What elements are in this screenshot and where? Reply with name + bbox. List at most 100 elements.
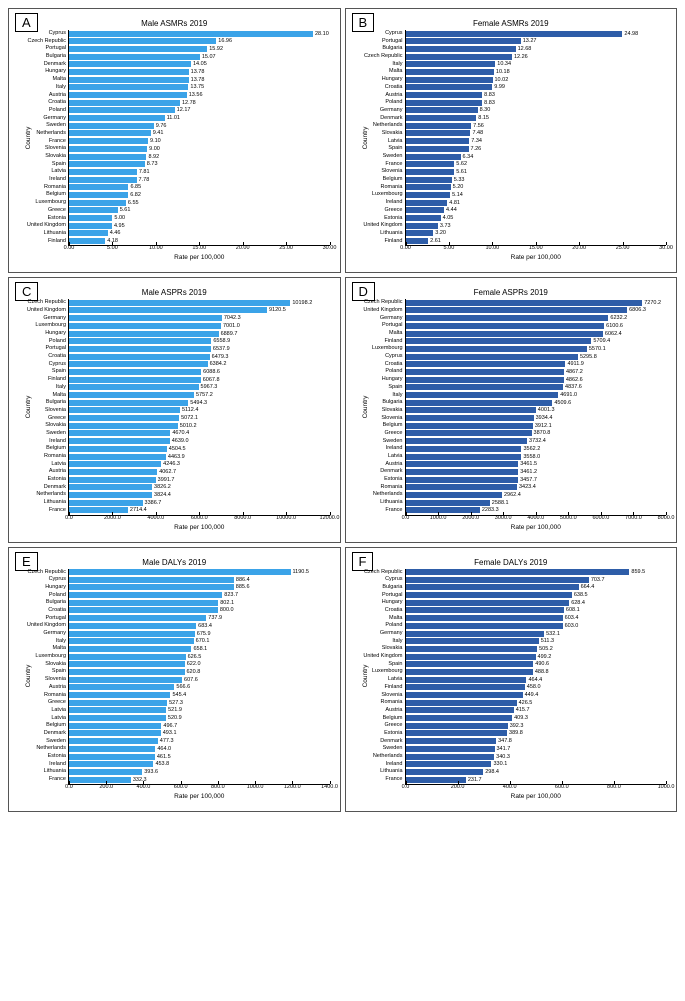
y-tick-label: Cyprus: [14, 576, 66, 583]
bar-row: Spain7.26: [406, 145, 667, 152]
bar: [69, 615, 206, 621]
x-axis-label: Rate per 100,000: [511, 793, 561, 800]
bar: [69, 346, 211, 352]
bar-value-label: 608.1: [566, 607, 580, 613]
bar-value-label: 3386.7: [145, 500, 162, 506]
y-tick-label: Czech Republic: [351, 53, 403, 60]
bar-row: Sweden477.3: [69, 738, 330, 745]
bar-value-label: 6889.7: [221, 331, 238, 337]
y-tick-label: Netherlands: [351, 753, 403, 760]
y-tick-label: Czech Republic: [14, 38, 66, 45]
bar-value-label: 4.44: [446, 207, 457, 213]
bar-row: Belgium5.33: [406, 176, 667, 183]
bar: [69, 61, 191, 67]
bar: [406, 715, 513, 721]
bar-value-label: 6062.4: [605, 331, 622, 337]
y-tick-label: Estonia: [351, 476, 403, 483]
bar-row: Malta603.4: [406, 615, 667, 622]
bar: [69, 100, 180, 106]
bar-value-label: 8.92: [148, 154, 159, 160]
bar: [406, 677, 527, 683]
y-tick-label: Hungary: [14, 584, 66, 591]
bar-value-label: 886.4: [236, 577, 250, 583]
bar-row: France5.62: [406, 161, 667, 168]
bar-row: France9.10: [69, 138, 330, 145]
bar-row: Malta10.18: [406, 68, 667, 75]
y-tick-label: United Kingdom: [14, 307, 66, 314]
bar: [69, 161, 145, 167]
bar-row: Luxembourg626.5: [69, 653, 330, 660]
y-tick-label: Malta: [351, 330, 403, 337]
x-tick-label: 25.00: [279, 245, 293, 251]
bar-value-label: 6537.9: [213, 346, 230, 352]
x-tick-label: 6000.0: [191, 515, 208, 521]
x-axis: 0.01000.02000.03000.04000.05000.06000.07…: [406, 515, 667, 535]
bar: [406, 746, 495, 752]
bar-row: Greece5.61: [69, 207, 330, 214]
y-tick-label: Romania: [351, 699, 403, 706]
bar-value-label: 9.41: [153, 130, 164, 136]
x-tick-label: 800.0: [607, 784, 621, 790]
bar-row: Italy5967.3: [69, 384, 330, 391]
bar-value-label: 603.0: [565, 623, 579, 629]
bar-row: Spain6088.6: [69, 368, 330, 375]
bar-row: Denmark8.15: [406, 115, 667, 122]
bar: [406, 331, 603, 337]
bar: [69, 54, 200, 60]
bar-value-label: 15.07: [202, 54, 216, 60]
bar-row: Poland12.17: [69, 107, 330, 114]
y-tick-label: Luxembourg: [14, 322, 66, 329]
bar-row: Poland6558.9: [69, 338, 330, 345]
bar-row: Germany11.01: [69, 115, 330, 122]
bar-value-label: 6558.9: [213, 338, 230, 344]
x-tick-label: 0.0: [402, 784, 410, 790]
y-tick-label: Portugal: [14, 345, 66, 352]
bar: [69, 300, 290, 306]
y-tick-label: Sweden: [14, 738, 66, 745]
y-tick-label: Lithuania: [351, 230, 403, 237]
bar: [406, 223, 438, 229]
x-tick-label: 20.00: [236, 245, 250, 251]
bar-row: Slovenia3934.4: [406, 415, 667, 422]
bar-value-label: 7.48: [472, 130, 483, 136]
bar-value-label: 298.4: [485, 769, 499, 775]
bar: [69, 107, 175, 113]
bar-row: Hungary10.02: [406, 76, 667, 83]
y-tick-label: Bulgaria: [351, 584, 403, 591]
y-tick-label: Finland: [351, 338, 403, 345]
bar-value-label: 8.30: [480, 107, 491, 113]
bar-row: Luxembourg488.8: [406, 668, 667, 675]
bar-value-label: 13.78: [191, 77, 205, 83]
y-tick-label: Luxembourg: [351, 668, 403, 675]
bar-row: Romania426.5: [406, 699, 667, 706]
x-tick-label: 0.0: [65, 784, 73, 790]
y-tick-label: Croatia: [351, 607, 403, 614]
bar-row: Belgium496.7: [69, 722, 330, 729]
bar-value-label: 885.6: [236, 584, 250, 590]
bar-value-label: 3461.2: [520, 469, 537, 475]
bar-value-label: 409.3: [514, 715, 528, 721]
bar-row: Croatia9.99: [406, 84, 667, 91]
bar-value-label: 5295.8: [580, 354, 597, 360]
x-tick-label: 5.00: [107, 245, 118, 251]
chart-title: Male DALYs 2019: [13, 558, 336, 567]
y-tick-label: Estonia: [351, 730, 403, 737]
bar-row: Luxembourg5570.1: [406, 345, 667, 352]
bar-value-label: 3.20: [435, 230, 446, 236]
y-tick-label: Italy: [351, 392, 403, 399]
bar-value-label: 6384.2: [210, 361, 227, 367]
bar: [406, 115, 477, 121]
bar-value-label: 4.46: [110, 230, 121, 236]
y-tick-label: United Kingdom: [351, 307, 403, 314]
x-tick-label: 4000.0: [147, 515, 164, 521]
x-tick-label: 1200.0: [284, 784, 301, 790]
bar-row: Bulgaria15.07: [69, 53, 330, 60]
bar-value-label: 505.2: [539, 646, 553, 652]
x-tick-label: 5000.0: [560, 515, 577, 521]
bar-row: Spain8.73: [69, 161, 330, 168]
bar: [406, 507, 480, 513]
y-tick-label: Malta: [351, 68, 403, 75]
bar-value-label: 453.8: [155, 761, 169, 767]
bar-row: Malta5757.2: [69, 392, 330, 399]
y-tick-label: Denmark: [14, 61, 66, 68]
